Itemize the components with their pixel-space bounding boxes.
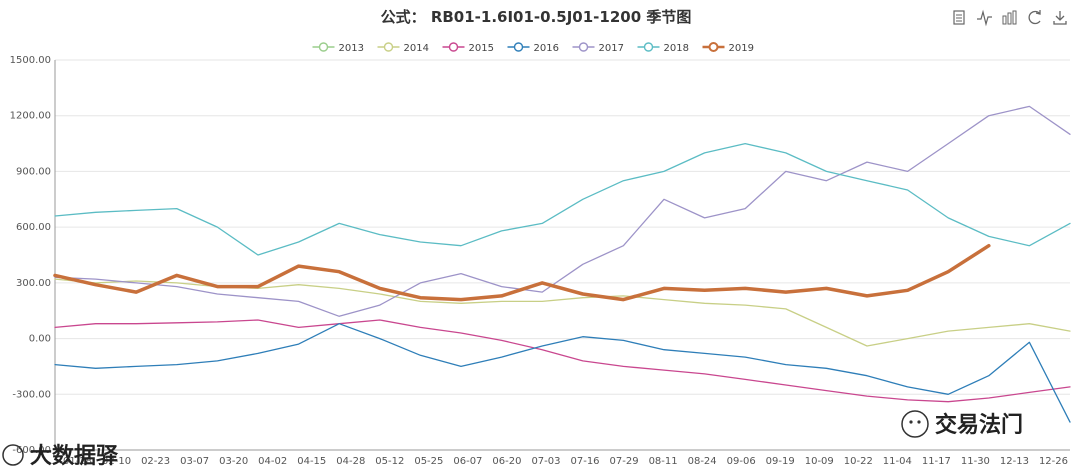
legend-marker <box>448 42 459 52</box>
chart-toolbar <box>953 9 1067 27</box>
watermark-right: 交易法门 <box>901 410 1023 438</box>
grid-lines <box>55 59 1070 451</box>
x-tick-label: 04-28 <box>336 456 365 467</box>
x-tick-label: 11-30 <box>961 456 990 467</box>
x-tick-label: 02-10 <box>102 456 131 467</box>
x-tick-label: 10-09 <box>805 456 834 467</box>
legend-label: 2013 <box>339 43 364 54</box>
series-line-2017 <box>54 105 1071 317</box>
series-line-2018 <box>54 142 1071 256</box>
x-tick-label: 09-19 <box>766 456 795 467</box>
x-tick-label: 07-29 <box>610 456 639 467</box>
x-tick-label: 10-22 <box>844 456 873 467</box>
chart-legend: 2013 2014 2015 2016 2017 2018 2019 <box>312 42 754 54</box>
x-tick-label: 05-25 <box>414 456 443 467</box>
legend-item-2018[interactable]: 2018 <box>637 42 689 54</box>
legend-item-2017[interactable]: 2017 <box>572 42 624 54</box>
x-tick-label: 03-20 <box>219 456 248 467</box>
legend-label: 2016 <box>534 43 559 54</box>
wechat-icon <box>901 410 929 438</box>
legend-label: 2015 <box>469 43 494 54</box>
legend-marker <box>708 42 719 52</box>
legend-marker <box>318 42 329 52</box>
y-tick-label: -300.00 <box>12 389 51 400</box>
refresh-icon[interactable] <box>1028 10 1041 25</box>
x-tick-label: 01-28 <box>63 456 92 467</box>
watermark-left: 大数据驿 <box>2 443 119 469</box>
x-tick-label: 09-06 <box>727 456 756 467</box>
line-chart-icon[interactable] <box>977 9 992 27</box>
legend-marker <box>578 42 589 52</box>
chart-title: 公式： RB01-1.6I01-0.5J01-1200 季节图 <box>381 8 692 26</box>
legend-label: 2014 <box>404 43 429 54</box>
x-tick-label: 07-03 <box>531 456 560 467</box>
x-tick-label: 07-16 <box>570 456 599 467</box>
legend-label: 2019 <box>729 43 754 54</box>
watermark-right-text: 交易法门 <box>935 412 1023 438</box>
x-tick-label: 05-12 <box>375 456 404 467</box>
x-tick-label: 04-02 <box>258 456 287 467</box>
x-tick-label: 12-13 <box>1000 456 1029 467</box>
legend-marker <box>383 42 394 52</box>
legend-label: 2017 <box>599 43 624 54</box>
download-icon[interactable] <box>1053 11 1067 25</box>
x-tick-label: 04-15 <box>297 456 326 467</box>
y-tick-label: 1200.00 <box>10 111 51 122</box>
legend-marker <box>513 42 524 52</box>
data-view-icon[interactable] <box>953 10 965 25</box>
x-axis: 01-28 02-10 02-23 03-07 03-20 04-02 04-15 04-28… <box>55 449 1070 467</box>
legend-item-2013[interactable]: 2013 <box>312 42 364 54</box>
y-tick-label: 0.00 <box>29 334 51 345</box>
series-line-2019 <box>53 243 991 302</box>
legend-label: 2018 <box>664 43 689 54</box>
x-tick-label: 03-07 <box>180 456 209 467</box>
x-tick-label: 11-04 <box>883 456 912 467</box>
y-tick-label: 1500.00 <box>10 55 51 66</box>
legend-item-2014[interactable]: 2014 <box>377 42 429 54</box>
watermark-left-text: 大数据驿 <box>30 443 119 469</box>
y-tick-label: 900.00 <box>16 166 51 177</box>
series-line-2016 <box>54 323 1071 423</box>
series-line-2015 <box>54 319 1071 403</box>
watermark-logo-icon <box>2 444 24 466</box>
legend-marker <box>643 42 654 52</box>
y-tick-label: 300.00 <box>16 278 51 289</box>
y-tick-label: -600.00 <box>12 445 51 456</box>
x-tick-label: 08-24 <box>688 456 717 467</box>
legend-item-2015[interactable]: 2015 <box>442 42 494 54</box>
y-tick-label: 600.00 <box>16 222 51 233</box>
y-axis: -600.00 -300.00 0.00 300.00 600.00 900.00 1200… <box>10 55 56 456</box>
x-tick-label: 06-20 <box>492 456 521 467</box>
x-tick-label: 11-17 <box>922 456 951 467</box>
bar-chart-icon[interactable] <box>1002 10 1017 25</box>
x-tick-label: 06-07 <box>453 456 482 467</box>
legend-item-2019[interactable]: 2019 <box>702 42 754 54</box>
x-tick-label: 12-26 <box>1039 456 1068 467</box>
x-tick-label: 08-11 <box>649 456 678 467</box>
x-tick-label: 02-23 <box>141 456 170 467</box>
legend-item-2016[interactable]: 2016 <box>507 42 559 54</box>
series-lines <box>53 105 1071 423</box>
